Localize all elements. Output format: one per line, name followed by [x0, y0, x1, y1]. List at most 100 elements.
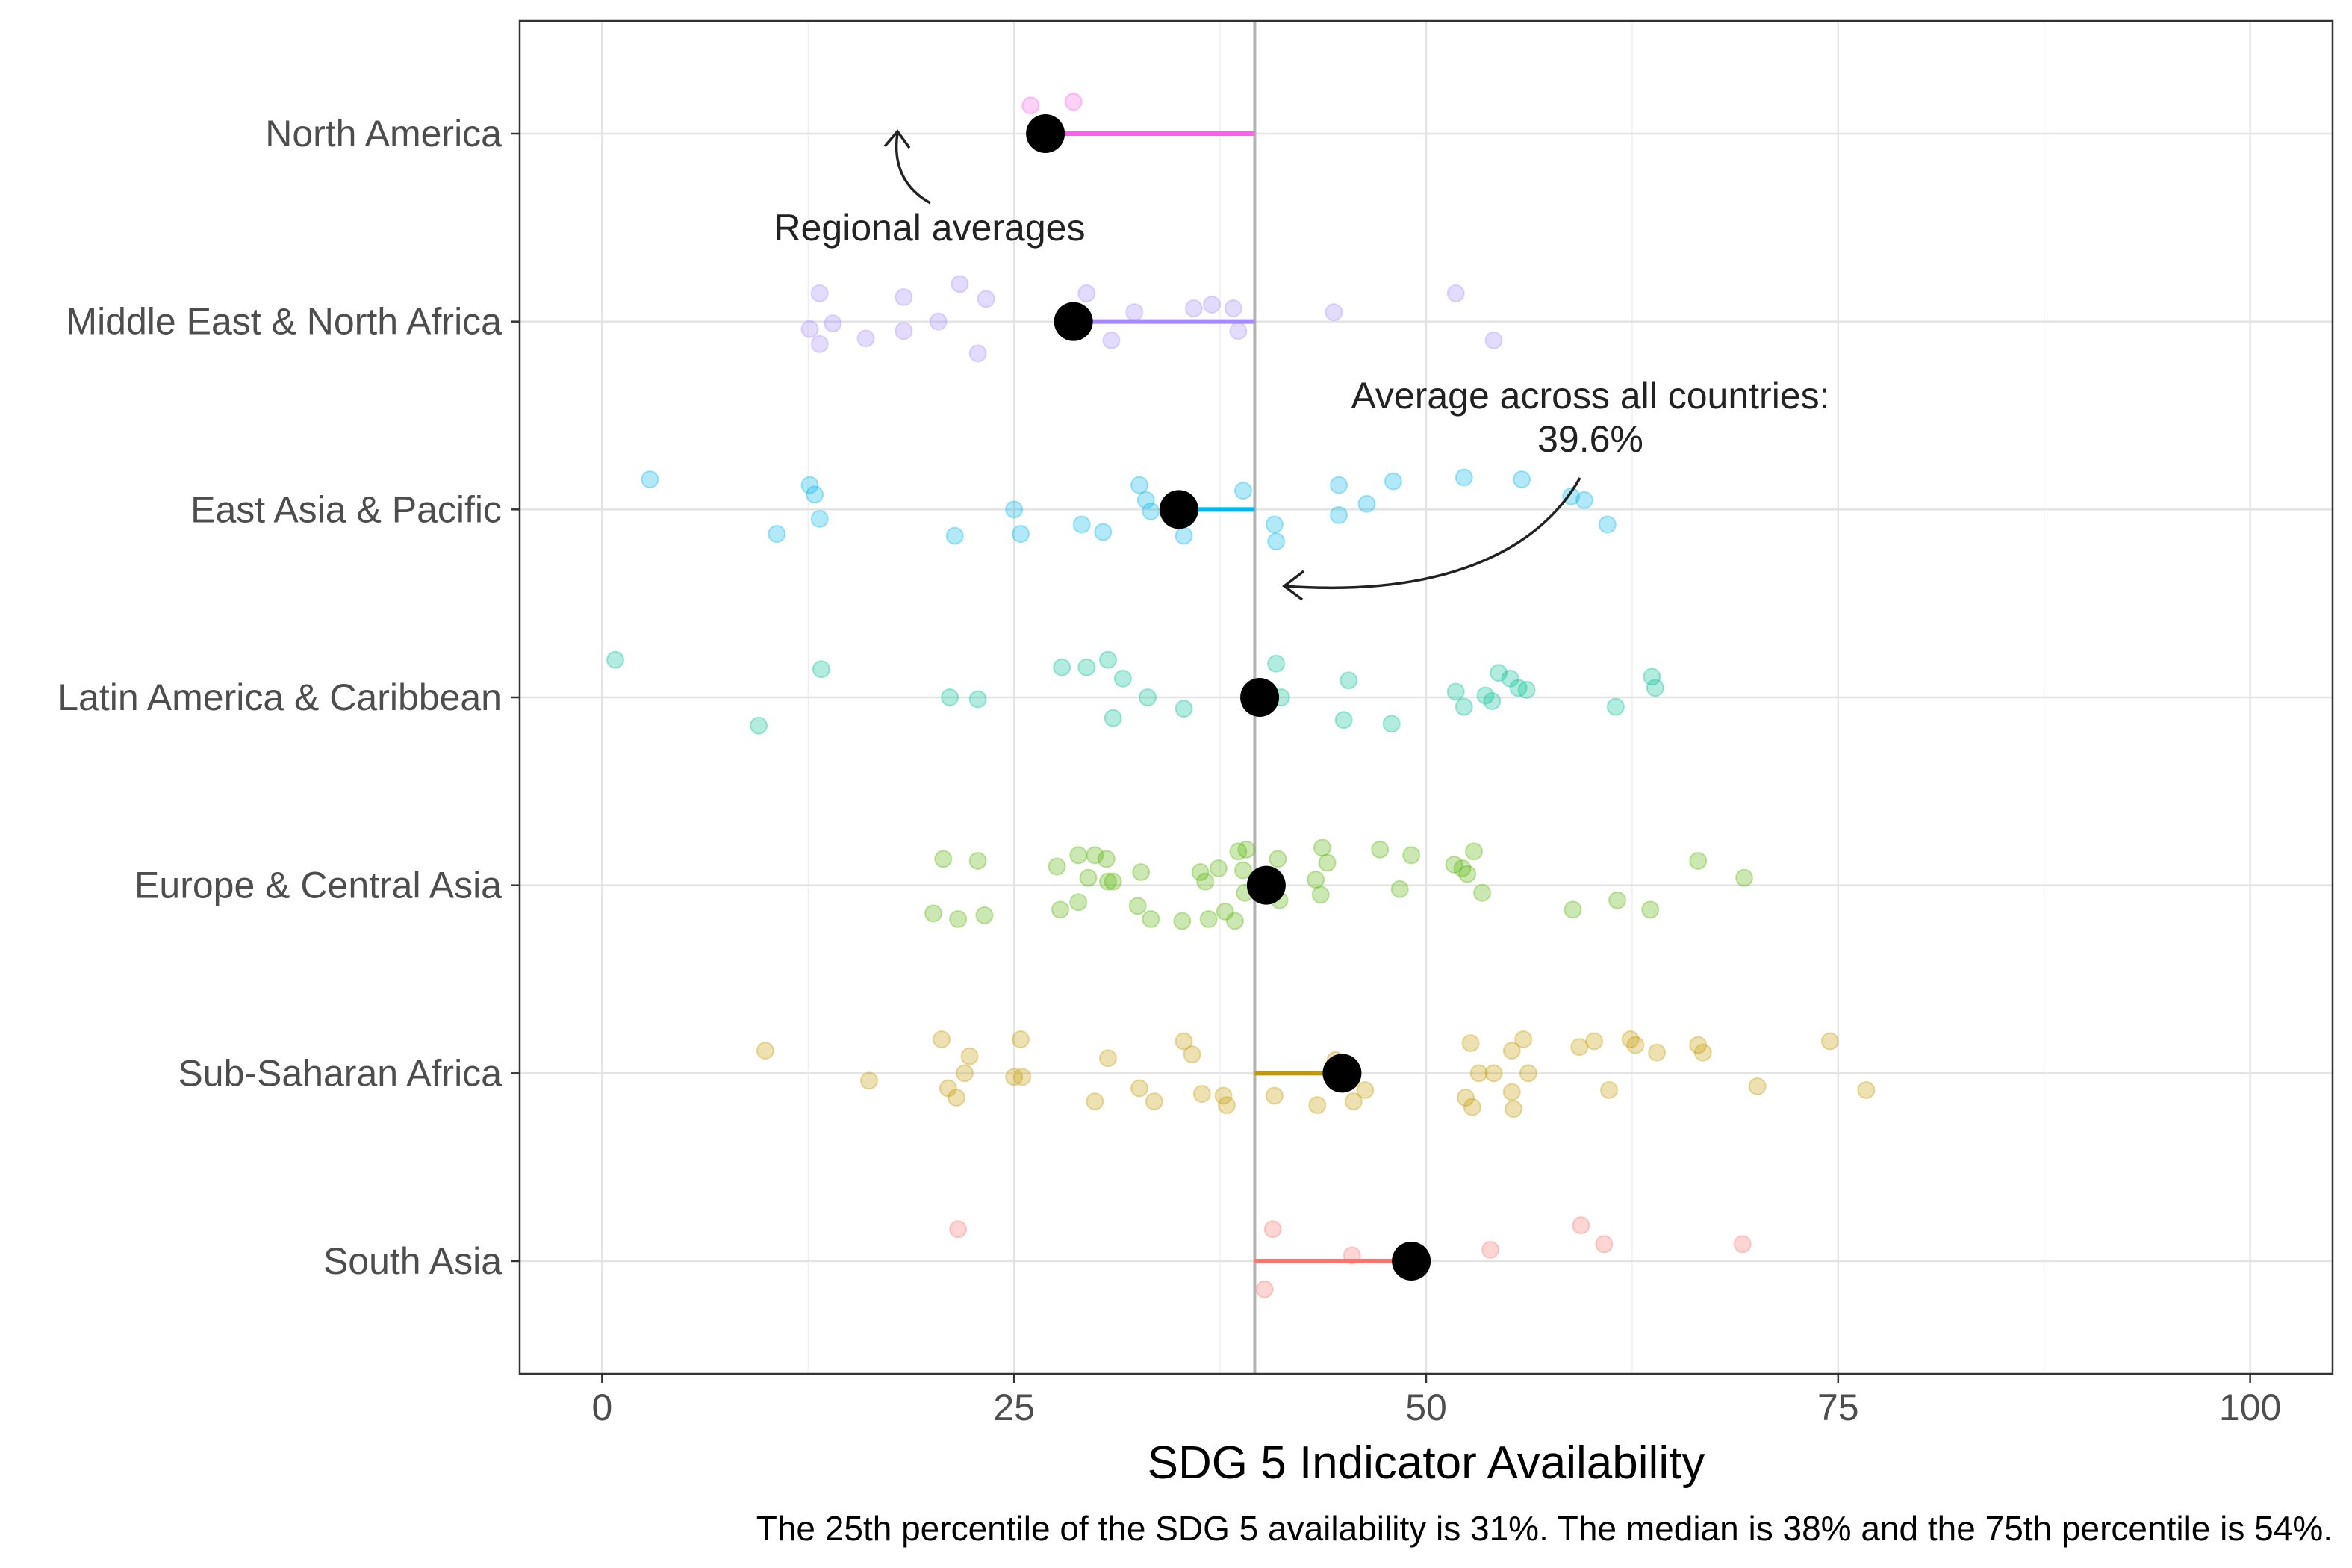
- country-point: [1502, 1083, 1521, 1101]
- x-axis-title: SDG 5 Indicator Availability: [1148, 1437, 1705, 1489]
- country-point: [1021, 96, 1040, 115]
- country-point: [945, 526, 964, 545]
- country-point: [1735, 868, 1754, 887]
- country-point: [1606, 697, 1625, 716]
- country-point: [806, 485, 824, 504]
- annotation-arrowhead-regional: [883, 129, 911, 149]
- country-point: [1079, 868, 1098, 887]
- country-point: [895, 322, 913, 340]
- country-point: [1504, 1100, 1522, 1119]
- country-point: [1562, 487, 1581, 505]
- country-point: [1509, 679, 1528, 697]
- country-point: [1233, 482, 1252, 500]
- country-point: [1570, 1038, 1589, 1057]
- country-points: [606, 93, 1876, 1298]
- country-point: [1086, 846, 1104, 865]
- country-point: [1343, 1246, 1361, 1265]
- country-point: [1098, 650, 1117, 669]
- country-point: [1402, 846, 1421, 865]
- country-point: [1490, 664, 1508, 682]
- country-point: [941, 688, 959, 706]
- country-point: [1216, 902, 1234, 921]
- country-point: [1313, 839, 1331, 857]
- country-point: [1012, 1030, 1030, 1049]
- country-point: [1072, 515, 1091, 534]
- country-point: [1501, 669, 1519, 688]
- country-point: [1517, 680, 1536, 699]
- annotation-overall-average-line2: 39.6%: [1537, 418, 1643, 460]
- country-point: [1564, 900, 1582, 919]
- country-point: [1233, 861, 1252, 880]
- country-point: [1357, 494, 1376, 513]
- country-point: [1203, 296, 1222, 314]
- country-point: [1013, 1068, 1032, 1086]
- country-point: [1455, 468, 1473, 487]
- country-point: [1689, 851, 1708, 870]
- country-point: [1053, 658, 1071, 676]
- country-point: [1098, 872, 1117, 891]
- y-tick-label: East Asia & Pacific: [190, 488, 502, 530]
- country-point: [1263, 1220, 1282, 1239]
- country-point: [1142, 909, 1160, 928]
- country-point: [968, 344, 987, 363]
- country-point: [955, 1064, 974, 1083]
- country-point: [1097, 850, 1116, 868]
- country-point: [1192, 1085, 1211, 1104]
- country-point: [824, 314, 842, 333]
- country-point: [1199, 909, 1218, 928]
- country-point: [856, 329, 875, 348]
- country-point: [1820, 1032, 1839, 1051]
- country-point: [1237, 840, 1256, 859]
- country-point: [1077, 658, 1096, 676]
- country-point: [1048, 857, 1066, 876]
- country-point: [1142, 502, 1160, 520]
- country-point: [1225, 912, 1244, 930]
- country-point: [1463, 1098, 1481, 1116]
- x-tick-label: 0: [591, 1387, 612, 1428]
- country-point: [1229, 842, 1248, 861]
- country-point: [1094, 523, 1113, 541]
- country-point: [1175, 526, 1193, 545]
- country-point: [1382, 715, 1401, 733]
- chart-caption: The 25th percentile of the SDG 5 availab…: [756, 1509, 2333, 1548]
- country-point: [1648, 1043, 1667, 1062]
- country-point: [1626, 1036, 1645, 1054]
- country-point: [1069, 893, 1088, 912]
- country-point: [1857, 1080, 1876, 1099]
- country-point: [947, 1089, 965, 1107]
- country-point: [1621, 1030, 1640, 1049]
- country-point: [939, 1079, 957, 1098]
- country-point: [1209, 859, 1228, 878]
- annotation-arrow-overall: [1284, 477, 1581, 590]
- country-point: [1330, 505, 1348, 524]
- country-point: [1255, 1280, 1274, 1298]
- country-point: [750, 716, 768, 735]
- x-tick-label: 75: [1817, 1387, 1859, 1428]
- country-point: [1173, 912, 1192, 930]
- country-point: [800, 476, 819, 494]
- country-point: [960, 1047, 979, 1065]
- country-point: [641, 470, 659, 489]
- y-tick-label: Latin America & Caribbean: [57, 676, 502, 718]
- country-point: [1600, 1080, 1619, 1099]
- country-point: [1318, 853, 1337, 872]
- country-point: [1125, 303, 1144, 322]
- country-point: [1595, 1235, 1614, 1254]
- country-point: [1196, 872, 1215, 891]
- country-point: [1265, 1086, 1284, 1105]
- country-point: [1269, 850, 1287, 868]
- country-point: [1051, 900, 1069, 919]
- country-point: [1445, 855, 1463, 874]
- country-point: [1175, 700, 1193, 718]
- annotation-arrow-regional: [895, 132, 931, 205]
- country-point: [1217, 1096, 1236, 1115]
- country-point: [1473, 883, 1492, 902]
- country-point: [975, 906, 994, 924]
- x-tick-label: 25: [993, 1387, 1035, 1428]
- x-axis: 0 25 50 75 100: [591, 1374, 2281, 1428]
- country-point: [859, 1071, 878, 1090]
- country-point: [1012, 525, 1030, 544]
- country-point: [1390, 880, 1409, 898]
- country-point: [1453, 859, 1472, 878]
- country-point: [1689, 1036, 1708, 1054]
